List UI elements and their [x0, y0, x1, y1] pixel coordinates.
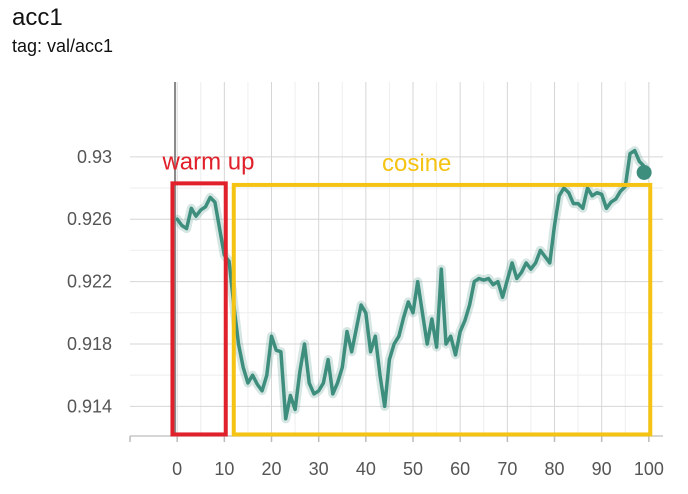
- x-tick-label: 60: [450, 459, 470, 479]
- y-tick-label: 0.914: [67, 396, 112, 416]
- series-end-marker: [636, 164, 652, 180]
- x-tick-label: 40: [356, 459, 376, 479]
- x-tick-label: 20: [261, 459, 281, 479]
- y-tick-label: 0.93: [77, 147, 112, 167]
- series-line: [175, 148, 646, 421]
- y-tick-label: 0.918: [67, 334, 112, 354]
- gridlines: [130, 82, 663, 436]
- annotation-label: cosine: [382, 150, 451, 177]
- x-tick-label: 50: [403, 459, 423, 479]
- chart-title: acc1: [12, 4, 63, 31]
- x-tick-label: 90: [592, 459, 612, 479]
- x-tick-label: 10: [214, 459, 234, 479]
- x-tick-label: 70: [497, 459, 517, 479]
- annotation-group: warm up cosine: [161, 148, 653, 437]
- x-tick-label: 0: [172, 459, 182, 479]
- annotation-label: warm up: [161, 148, 254, 175]
- x-tick-label: 100: [634, 459, 664, 479]
- y-tick-label: 0.926: [67, 209, 112, 229]
- chart-tag: tag: val/acc1: [12, 36, 114, 56]
- x-tick-label: 30: [309, 459, 329, 479]
- annotation-box: [170, 181, 228, 437]
- y-tick-label: 0.922: [67, 272, 112, 292]
- series-group: [172, 146, 652, 424]
- x-ticks: 0 10 20 30 40 50 60 70 80 90 100: [129, 436, 664, 479]
- y-ticks: 0.914 0.918 0.922 0.926 0.93: [67, 147, 112, 417]
- annotation-box: [231, 182, 653, 437]
- x-tick-label: 80: [544, 459, 564, 479]
